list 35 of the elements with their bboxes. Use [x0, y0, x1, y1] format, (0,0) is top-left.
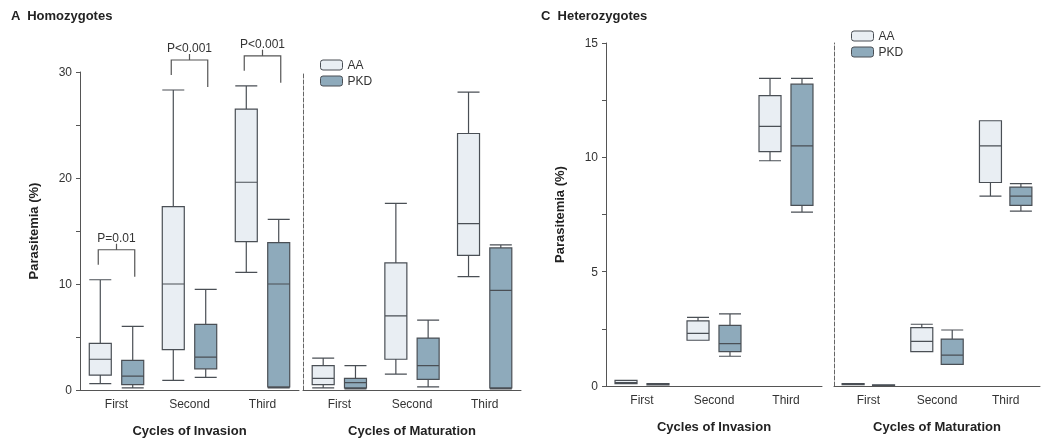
y-tick-label: 10: [58, 277, 73, 291]
x-tick-label: Third: [991, 393, 1020, 407]
x-tick-label: Third: [248, 397, 277, 411]
y-tick-label: 15: [584, 36, 599, 50]
x-axis-title: Cycles of Invasion: [656, 419, 772, 434]
annotation: P=0.01: [97, 230, 137, 245]
y-axis-title: Parasitemia (%): [552, 166, 567, 263]
x-tick-label: Second: [693, 393, 735, 407]
legend-label: PKD: [878, 45, 904, 59]
chart-title: A Homozygotes: [11, 8, 113, 23]
x-tick-label: Third: [470, 397, 499, 411]
y-tick-label: 10: [584, 150, 599, 165]
text: P<0.001: [239, 36, 286, 51]
x-tick-label: Second: [169, 397, 210, 411]
x-axis-title: Cycles of Invasion: [132, 423, 247, 438]
y-tick-label: 0: [591, 379, 599, 393]
y-tick-label: 30: [58, 65, 73, 79]
chart-title: C Heterozygotes: [541, 8, 648, 23]
text: P<0.001: [166, 41, 213, 56]
x-tick-label: First: [856, 393, 881, 407]
x-tick-label: First: [630, 393, 655, 407]
x-tick-label: First: [104, 397, 129, 411]
x-tick-label: Second: [916, 393, 958, 407]
x-tick-label: Third: [772, 393, 800, 407]
legend-label: PKD: [347, 74, 373, 88]
y-tick-label: 20: [58, 171, 73, 185]
x-tick-label: First: [327, 397, 352, 411]
y-tick-label: 0: [65, 383, 73, 397]
x-axis-title: Cycles of Maturation: [348, 423, 476, 438]
y-tick-label: 5: [591, 264, 599, 279]
y-axis-title: Parasitemia (%): [26, 182, 41, 280]
x-axis-title: Cycles of Maturation: [873, 419, 1001, 434]
legend-label: AA: [878, 29, 895, 43]
x-tick-label: Second: [391, 397, 433, 411]
legend-label: AA: [347, 58, 364, 72]
